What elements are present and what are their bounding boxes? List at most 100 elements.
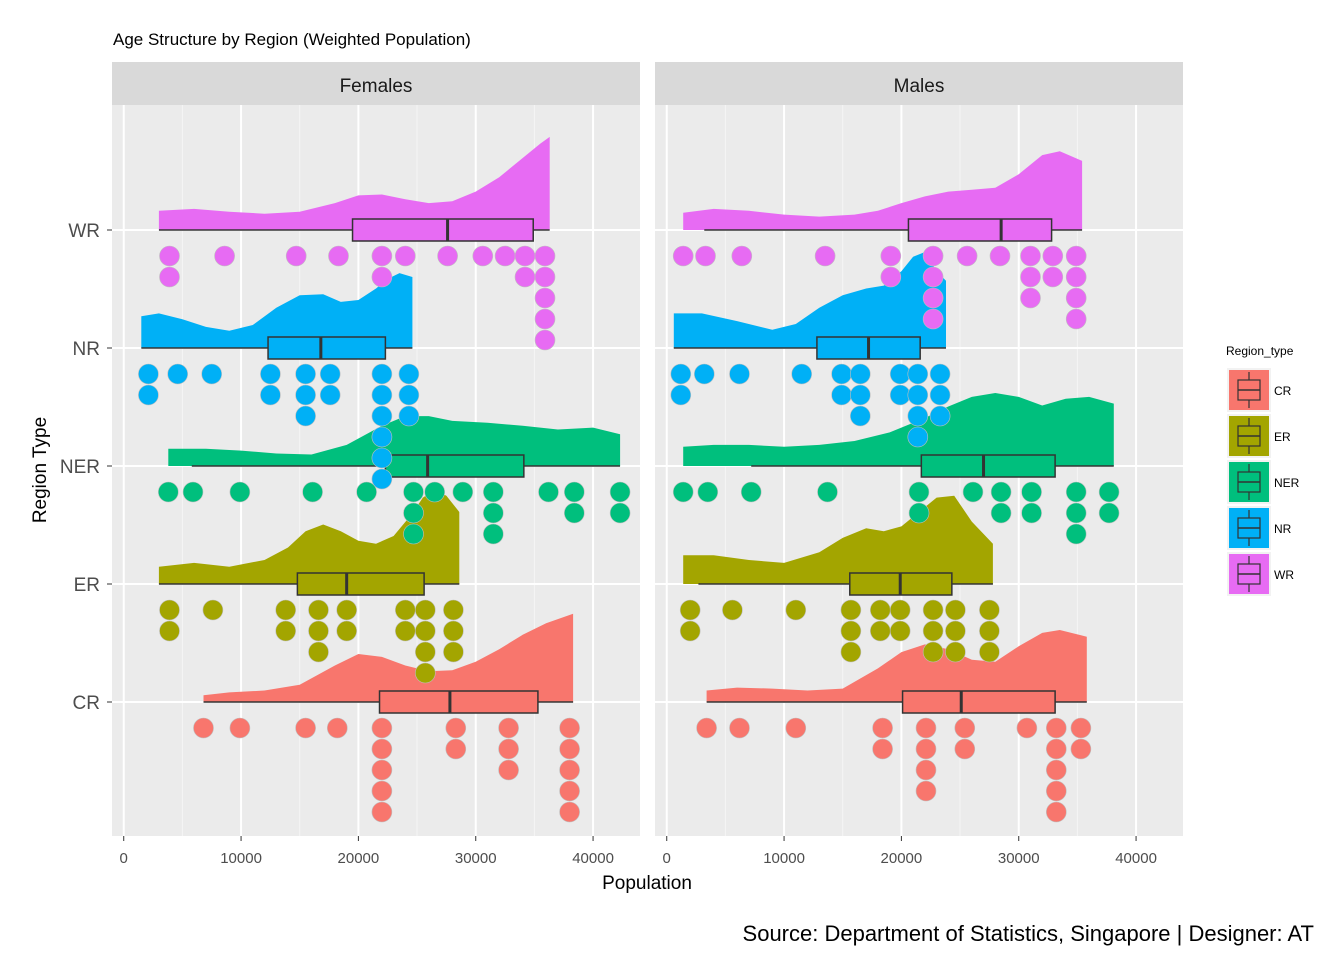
dot-cr xyxy=(559,717,580,739)
dot-ner xyxy=(740,481,762,503)
dot-cr xyxy=(559,780,580,802)
dot-er xyxy=(840,620,862,642)
legend: Region_type CR ER NER NR WR xyxy=(1226,344,1300,596)
legend-label-cr: CR xyxy=(1274,384,1292,398)
dot-ner xyxy=(424,481,446,503)
dot-cr xyxy=(559,759,580,781)
series-ner xyxy=(672,393,1120,545)
dot-cr xyxy=(445,717,467,739)
facet-strip xyxy=(112,62,640,105)
dot-nr xyxy=(295,363,316,385)
dot-nr xyxy=(831,363,852,385)
dot-ner xyxy=(1021,481,1042,503)
dot-wr xyxy=(956,245,978,267)
x-tick-label: 30000 xyxy=(998,850,1040,867)
facet-label-males: Males xyxy=(894,76,945,97)
y-tick-label: NER xyxy=(60,457,100,478)
dot-er xyxy=(785,599,807,621)
dot-ner xyxy=(482,481,504,503)
dot-nr xyxy=(849,363,871,385)
dot-ner xyxy=(1021,502,1042,524)
dot-nr xyxy=(907,405,929,427)
dot-nr xyxy=(319,363,341,385)
dot-er xyxy=(869,599,891,621)
dot-er xyxy=(869,620,891,642)
y-axis: CR ER NER NR WR xyxy=(60,221,112,714)
legend-label-wr: WR xyxy=(1274,568,1294,582)
density-nr xyxy=(673,252,946,348)
dot-ner xyxy=(482,502,504,524)
dot-nr xyxy=(371,468,393,490)
dot-er xyxy=(922,599,944,621)
legend-entry-nr: NR xyxy=(1227,506,1292,550)
panel-females: Females 0 10000 20000 30000 40000 xyxy=(112,62,640,867)
dot-ner xyxy=(1098,502,1120,524)
dot-nr xyxy=(319,384,341,406)
dot-wr xyxy=(328,245,349,267)
dot-nr xyxy=(260,384,281,406)
y-axis-label: Region Type xyxy=(30,417,51,523)
dot-ner xyxy=(403,481,424,503)
box-er xyxy=(296,572,425,596)
dot-ner xyxy=(182,481,204,503)
dot-wr xyxy=(1020,266,1041,288)
dot-er xyxy=(275,599,297,621)
dot-wr xyxy=(731,245,753,267)
dot-er xyxy=(336,599,358,621)
legend-entry-cr: CR xyxy=(1227,368,1292,412)
dot-er xyxy=(414,620,436,642)
dot-cr xyxy=(872,738,893,760)
dot-nr xyxy=(907,384,929,406)
dot-nr xyxy=(371,426,393,448)
dot-nr xyxy=(907,363,929,385)
dot-er xyxy=(443,599,464,621)
dot-cr xyxy=(954,717,976,739)
dot-ner xyxy=(563,481,585,503)
dot-nr xyxy=(295,405,316,427)
density-wr xyxy=(683,151,1083,230)
dot-er xyxy=(308,599,329,621)
dot-wr xyxy=(472,245,494,267)
dot-er xyxy=(722,599,743,621)
dot-wr xyxy=(534,245,556,267)
dot-wr xyxy=(922,266,944,288)
x-tick-label: 10000 xyxy=(220,850,262,867)
series-nr xyxy=(138,273,420,490)
box-wr xyxy=(907,218,1053,242)
series-ner xyxy=(158,416,631,545)
dot-cr xyxy=(915,759,937,781)
dot-cr xyxy=(1046,717,1067,739)
dot-wr xyxy=(1065,287,1087,309)
x-tick-label: 40000 xyxy=(1115,850,1157,867)
dot-cr xyxy=(371,780,393,802)
dot-ner xyxy=(229,481,251,503)
dot-ner xyxy=(403,502,424,524)
dot-wr xyxy=(214,245,235,267)
dot-nr xyxy=(138,363,159,385)
dot-cr xyxy=(371,801,393,823)
density-ner xyxy=(168,416,621,466)
dot-wr xyxy=(437,245,458,267)
dot-wr xyxy=(1020,245,1041,267)
dot-wr xyxy=(534,308,556,330)
dot-er xyxy=(414,662,436,684)
dot-er xyxy=(308,620,329,642)
dot-wr xyxy=(1020,287,1041,309)
density-cr xyxy=(706,630,1087,702)
dot-cr xyxy=(559,801,580,823)
dot-wr xyxy=(394,245,416,267)
dot-ner xyxy=(1065,523,1087,545)
x-tick-label: 0 xyxy=(120,850,128,867)
x-tick-label: 40000 xyxy=(572,850,614,867)
dot-nr xyxy=(849,405,871,427)
dot-er xyxy=(840,599,862,621)
dot-wr xyxy=(880,266,902,288)
dot-cr xyxy=(872,717,893,739)
dot-wr xyxy=(880,245,902,267)
dot-ner xyxy=(908,502,930,524)
dot-er xyxy=(394,599,416,621)
dot-er xyxy=(840,641,862,663)
dot-nr xyxy=(670,384,692,406)
dot-cr xyxy=(1016,717,1038,739)
